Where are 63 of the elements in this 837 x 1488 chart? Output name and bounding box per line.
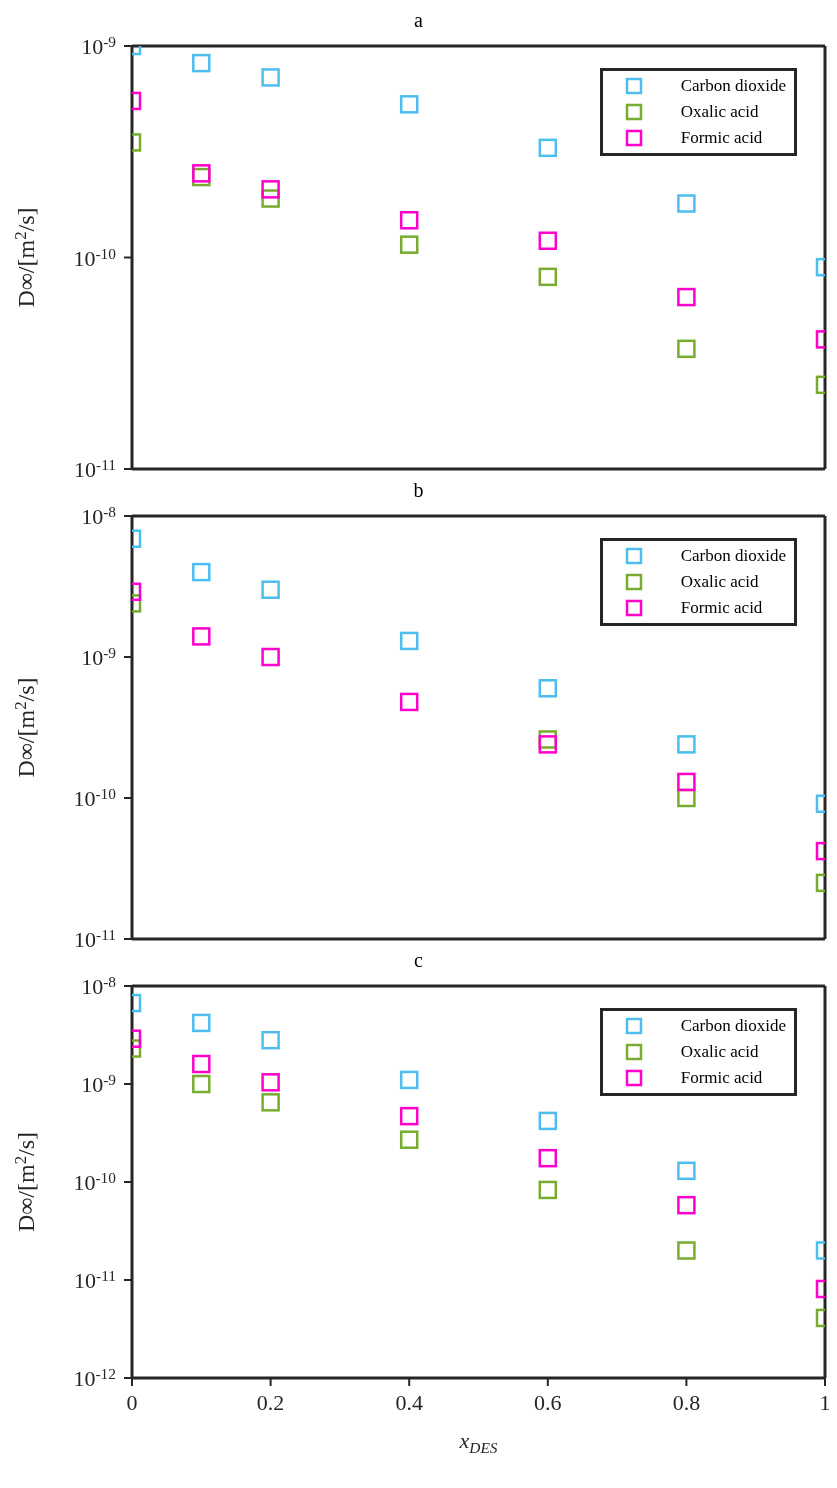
legend-label: Oxalic acid — [680, 1042, 759, 1062]
point — [677, 194, 696, 213]
legend-label: Oxalic acid — [680, 102, 759, 122]
point — [538, 138, 558, 158]
y-tick-label: 10$^{-11}$ — [74, 926, 116, 952]
point — [399, 235, 419, 254]
x-tick-label: 0 — [126, 1390, 138, 1415]
point — [399, 1106, 419, 1126]
point — [261, 180, 280, 199]
point — [399, 211, 419, 230]
point — [538, 679, 558, 698]
point — [192, 1054, 211, 1074]
y-tick-label: 10$^{-9}$ — [81, 33, 117, 59]
y-tick-label: 10$^{-10}$ — [73, 244, 117, 271]
point — [677, 1161, 696, 1181]
point — [399, 1070, 419, 1090]
x-tick-label: 1 — [819, 1390, 831, 1415]
point — [677, 339, 696, 359]
y-tick-label: 10$^{-11}$ — [74, 1267, 116, 1293]
point — [538, 1148, 558, 1168]
point — [538, 1180, 558, 1200]
point — [538, 1111, 558, 1131]
point — [399, 631, 419, 651]
chart-title: b — [413, 479, 424, 501]
point — [192, 164, 211, 183]
chart-title: a — [413, 8, 424, 32]
y-tick-label: 10$^{-12}$ — [73, 1365, 116, 1391]
y-tick-label: 10$^{-11}$ — [74, 456, 116, 482]
point — [192, 1013, 211, 1033]
y-tick-label: 10$^{-9}$ — [81, 644, 117, 670]
point — [677, 1241, 696, 1260]
y-tick-label: 10$^{-8}$ — [81, 503, 117, 529]
x-tick-label: 0.8 — [672, 1390, 701, 1415]
point — [538, 735, 558, 754]
point — [538, 267, 558, 287]
x-tick-label: 0.4 — [395, 1390, 423, 1415]
point — [677, 287, 696, 307]
point — [677, 1195, 696, 1215]
y-tick-label: 10$^{-9}$ — [81, 1071, 117, 1097]
point — [261, 1030, 280, 1050]
point — [261, 68, 280, 87]
point — [192, 1074, 211, 1094]
x-tick-label: 0.2 — [256, 1390, 285, 1415]
point — [261, 1093, 280, 1112]
chart-title: c — [414, 949, 423, 971]
legend-label: Carbon dioxide — [680, 1016, 786, 1036]
x-tick-label: 0.6 — [534, 1390, 562, 1415]
legend-label: Carbon dioxide — [680, 76, 786, 96]
point — [261, 1073, 280, 1092]
y-tick-label: 10$^{-10}$ — [73, 1169, 117, 1195]
legend-label: Carbon dioxide — [680, 546, 786, 566]
point — [538, 231, 558, 250]
x-axis-title: x$_{DES}$ — [458, 1428, 498, 1456]
point — [399, 95, 419, 114]
point — [399, 1130, 419, 1149]
point — [399, 692, 419, 712]
point — [192, 53, 211, 73]
legend-label: Oxalic acid — [680, 572, 759, 592]
legend-label: Formic acid — [680, 598, 763, 618]
legend-label: Formic acid — [680, 1068, 763, 1088]
legend-label: Formic acid — [680, 128, 763, 148]
y-tick-label: 10$^{-8}$ — [81, 973, 117, 999]
y-tick-label: 10$^{-10}$ — [73, 785, 117, 811]
